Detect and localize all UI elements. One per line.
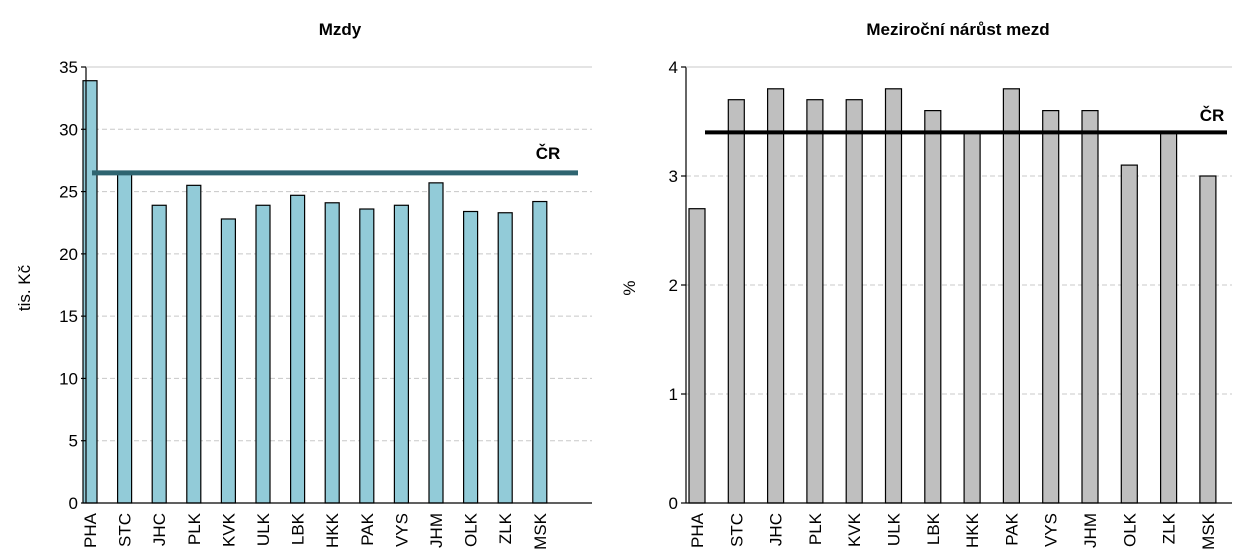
wages-cr-label: ČR [536,144,561,163]
wages-y-tick-label: 0 [69,494,78,513]
wage-growth-bar-plk [806,99,824,504]
wage-growth-x-label-zlk: ZLK [1160,512,1179,544]
wage-growth-chart-title: Meziroční nárůst mezd [866,20,1049,39]
wage-growth-cr-label: ČR [1200,106,1225,125]
wages-bar-jhc [151,204,167,504]
wages-chart: Mzdy tis. Kč 0 5 10 15 20 25 30 35 PHA STC JHC PLK… [15,20,592,550]
wages-bar-hkk [324,202,340,504]
wages-y-tick-label: 25 [59,183,78,202]
wage-growth-x-label-hkk: HKK [963,512,982,548]
wages-x-labels: PHA STC JHC PLK KVK ULK LBK HKK PAK VYS JHM OLK ZLK M… [81,512,550,550]
wage-growth-x-labels: PHA STC JHC PLK KVK ULK LBK HKK PAK VYS JHM OLK ZLK M… [688,512,1218,550]
wage-growth-x-label-jhm: JHM [1081,513,1100,548]
wage-growth-bar-jhc [766,88,785,504]
wage-growth-y-axis-label: % [620,280,639,295]
wages-y-ticks: 0 5 10 15 20 25 30 35 [59,58,78,513]
wage-growth-y-ticks: 0 1 2 3 4 [669,58,678,513]
wage-growth-x-label-kvk: KVK [845,512,864,547]
wage-growth-bar-hkk [963,131,981,504]
wages-y-axis-label: tis. Kč [15,264,34,311]
wage-growth-y-tick-label: 2 [669,276,678,295]
wage-growth-bar-msk [1199,175,1217,504]
wage-growth-y-tick-label: 0 [669,494,678,513]
wage-growth-x-label-lbk: LBK [924,512,943,545]
wages-x-label-zlk: ZLK [496,512,515,544]
wages-bar-plk [186,184,202,504]
wages-x-label-jhm: JHM [427,513,446,548]
wage-growth-y-tick-label: 1 [669,385,678,404]
wage-growth-x-label-plk: PLK [806,512,825,545]
wages-x-label-pha: PHA [81,512,100,548]
wages-x-label-msk: MSK [531,512,550,550]
wages-bar-kvk [220,218,236,504]
wages-reference: ČR [92,144,578,176]
wage-growth-y-tick-label: 4 [669,58,678,77]
wage-growth-x-label-ulk: ULK [885,512,904,546]
wages-bar-pha [82,80,98,504]
wages-x-label-plk: PLK [185,512,204,545]
wages-bar-olk [463,210,479,504]
wages-x-label-pak: PAK [358,512,377,545]
wages-x-label-hkk: HKK [323,512,342,548]
wage-growth-x-label-stc: STC [727,513,746,547]
wages-y-tick-label: 20 [59,245,78,264]
wage-growth-bar-jhm [1081,109,1099,504]
wage-growth-x-label-jhc: JHC [767,513,786,546]
wages-bars [82,80,548,504]
wages-bar-pak [359,208,375,504]
wage-growth-x-label-pha: PHA [688,512,707,548]
wages-bar-jhm [428,182,444,504]
wages-y-tick-label: 35 [59,58,78,77]
wage-growth-x-label-vys: VYS [1042,513,1061,547]
wage-growth-bars [688,88,1217,504]
wages-x-label-olk: OLK [462,512,481,547]
wage-growth-bar-pha [688,208,706,504]
wage-growth-bar-ulk [884,88,903,504]
wage-growth-x-label-pak: PAK [1002,512,1021,545]
wage-growth-bar-vys [1042,109,1060,504]
wages-x-label-stc: STC [116,513,135,547]
wages-bar-ulk [255,204,271,504]
wages-bar-lbk [290,194,306,504]
wage-growth-bar-lbk [924,109,942,504]
wages-x-label-jhc: JHC [150,513,169,546]
wage-growth-bar-stc [727,99,745,504]
wage-growth-bar-pak [1002,88,1021,504]
wages-x-label-vys: VYS [392,513,411,547]
wages-y-tick-label: 15 [59,307,78,326]
wages-bar-zlk [497,212,513,504]
wages-bar-stc [116,172,133,504]
wage-growth-x-label-olk: OLK [1120,512,1139,547]
wages-y-tick-label: 10 [59,369,78,388]
wage-growth-bar-kvk [845,99,863,504]
wage-growth-reference: ČR [705,106,1227,135]
wage-growth-bar-zlk [1159,131,1178,504]
wages-x-label-kvk: KVK [219,512,238,547]
wage-growth-bar-olk [1120,164,1138,504]
wage-growth-y-tick-label: 3 [669,167,678,186]
wages-bar-msk [532,200,548,504]
wages-axes [81,66,592,504]
wages-x-label-lbk: LBK [289,512,308,545]
wages-y-tick-label: 30 [59,120,78,139]
wages-chart-title: Mzdy [319,20,362,39]
wages-x-label-ulk: ULK [254,512,273,546]
wage-growth-axes [681,66,1232,504]
wages-bar-vys [393,204,409,504]
wages-y-tick-label: 5 [69,432,78,451]
wage-growth-x-label-msk: MSK [1199,512,1218,550]
